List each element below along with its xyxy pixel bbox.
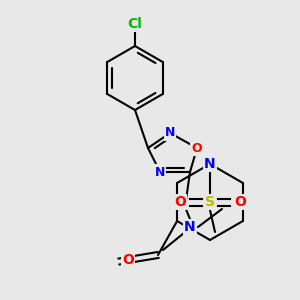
Text: Cl: Cl	[128, 17, 142, 31]
Text: O: O	[122, 253, 134, 267]
Text: O: O	[192, 142, 202, 154]
Text: N: N	[155, 166, 165, 178]
Text: S: S	[205, 195, 215, 209]
Text: O: O	[174, 195, 186, 209]
Text: N: N	[204, 157, 216, 171]
Text: O: O	[234, 195, 246, 209]
Text: N: N	[184, 220, 196, 234]
Text: N: N	[165, 127, 175, 140]
